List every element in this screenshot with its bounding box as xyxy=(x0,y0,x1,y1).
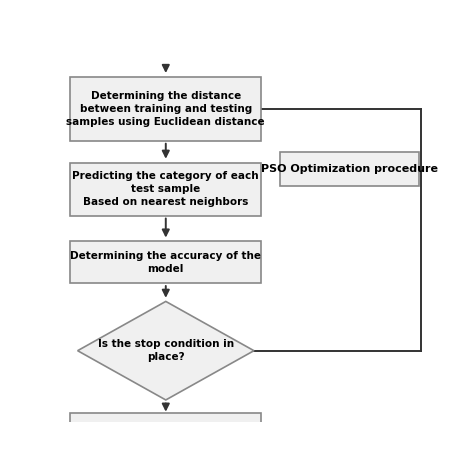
FancyBboxPatch shape xyxy=(70,77,261,141)
Text: PSO Optimization procedure: PSO Optimization procedure xyxy=(261,164,438,174)
Text: Predicting the category of each
test sample
Based on nearest neighbors: Predicting the category of each test sam… xyxy=(73,171,259,208)
Text: Is the stop condition in
place?: Is the stop condition in place? xyxy=(98,339,234,362)
FancyBboxPatch shape xyxy=(70,163,261,216)
Polygon shape xyxy=(78,301,254,400)
FancyBboxPatch shape xyxy=(70,241,261,283)
Text: Determining the distance
between training and testing
samples using Euclidean di: Determining the distance between trainin… xyxy=(66,91,265,127)
FancyBboxPatch shape xyxy=(280,152,419,186)
Text: Determining the accuracy of the
model: Determining the accuracy of the model xyxy=(70,251,261,274)
FancyBboxPatch shape xyxy=(70,413,261,426)
